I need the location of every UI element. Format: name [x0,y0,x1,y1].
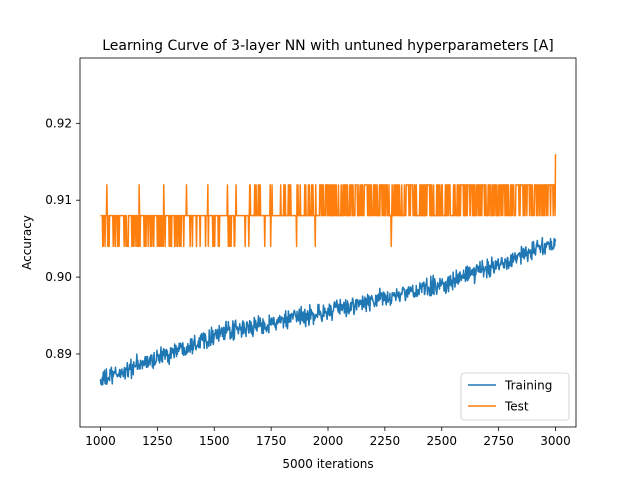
y-tick-label: 0.90 [45,270,72,284]
x-tick-label: 2250 [370,434,401,448]
chart-title: Learning Curve of 3-layer NN with untune… [102,38,554,54]
y-tick-label: 0.91 [45,193,72,207]
x-tick-label: 3000 [540,434,571,448]
legend-label-test: Test [504,400,529,414]
x-tick-label: 1750 [256,434,287,448]
x-tick-label: 2000 [313,434,344,448]
x-tick-label: 1500 [199,434,230,448]
y-tick-label: 0.92 [45,116,72,130]
x-tick-label: 1000 [85,434,116,448]
y-axis: 0.89 0.90 0.91 0.92 [45,116,80,361]
y-tick-label: 0.89 [45,347,72,361]
x-tick-label: 2750 [483,434,514,448]
y-axis-label: Accuracy [20,215,34,270]
legend-label-training: Training [504,379,552,393]
series-layer [99,154,557,386]
x-tick-label: 2500 [426,434,457,448]
series-line-test [100,154,557,248]
x-axis: 1000 1250 1500 1750 2000 2250 2500 2750 3000 [85,427,571,448]
x-tick-label: 1250 [142,434,173,448]
plot-area [99,154,557,386]
series-line-training [99,236,557,386]
legend: Training Test [460,372,570,421]
x-axis-label: 5000 iterations [282,457,373,471]
